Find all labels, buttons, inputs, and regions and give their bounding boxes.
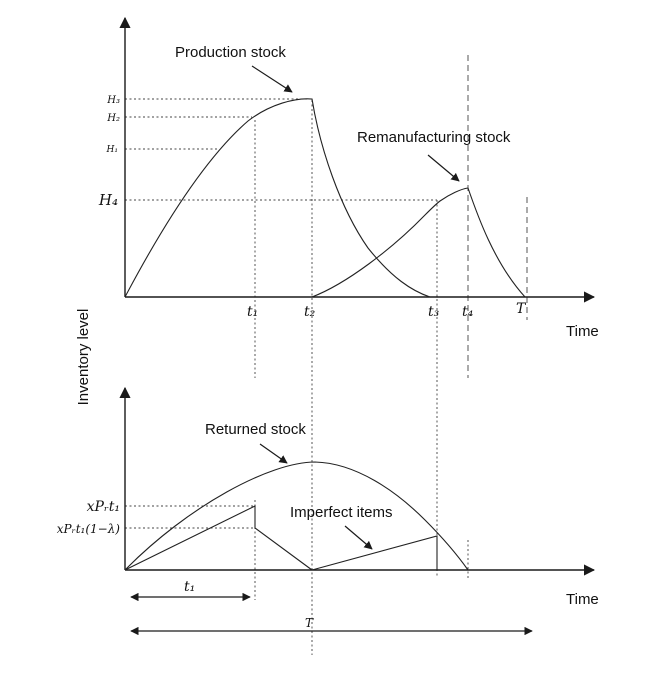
returned-stock-curve: [124, 461, 469, 571]
t4-tick-label: t₄: [462, 304, 474, 320]
T-tick-label: T: [516, 301, 527, 317]
t1-span-label: t₁: [184, 579, 195, 595]
returned-stock-arrow: [259, 443, 288, 464]
production-stock-curve: [124, 98, 431, 298]
h2-label: H₂: [106, 113, 120, 124]
bottom-time-axis-label: Time: [566, 591, 599, 608]
t1-tick-label: t₁: [247, 304, 258, 320]
h3-label: H₃: [106, 95, 120, 106]
xprt1-label: xPᵣt₁: [87, 499, 120, 515]
returns-accumulation-line: [124, 505, 313, 571]
inventory-level-axis-label: Inventory level: [75, 309, 92, 406]
imperfect-items-arrow: [344, 525, 373, 550]
t2-tick-label: t₂: [304, 304, 316, 320]
h4-label: H₄: [98, 191, 118, 209]
h1-label: H₁: [106, 145, 118, 155]
production-stock-label: Production stock: [175, 44, 286, 61]
returned-stock-label: Returned stock: [205, 421, 306, 438]
xprt1-lambda-label: xPᵣt₁(1−λ): [57, 522, 121, 536]
bottom-panel: Returned stock Imperfect items xPᵣt₁ xPᵣ…: [57, 386, 599, 636]
imperfect-items-line: [311, 535, 438, 571]
guide-lines: [125, 55, 528, 655]
top-time-axis-label: Time: [566, 323, 599, 340]
t3-tick-label: t₃: [428, 304, 440, 320]
remanufacturing-stock-arrow: [427, 154, 460, 182]
T-span-label: T: [305, 616, 314, 630]
remanufacturing-stock-label: Remanufacturing stock: [357, 129, 511, 146]
top-panel: Production stock Remanufacturing stock H…: [98, 16, 599, 340]
production-stock-arrow: [251, 65, 293, 93]
imperfect-items-label: Imperfect items: [290, 504, 393, 521]
remanufacturing-stock-curve: [311, 187, 526, 298]
